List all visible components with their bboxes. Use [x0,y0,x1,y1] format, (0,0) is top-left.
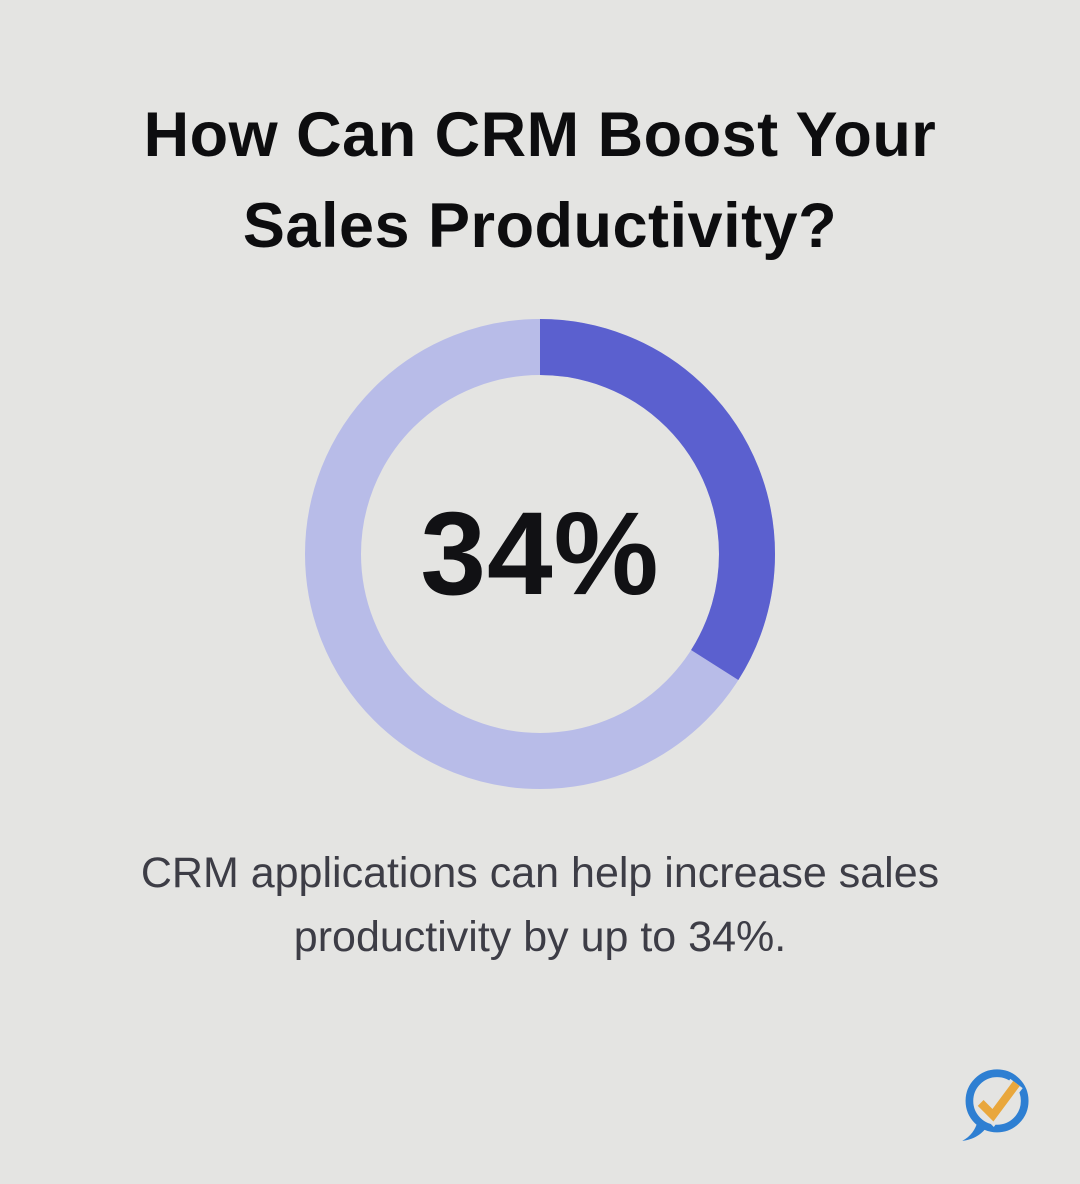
donut-arc-filled [305,318,775,789]
caption-text: CRM applications can help increase sales… [140,848,940,962]
brand-logo [952,1062,1038,1148]
donut-chart-svg [305,318,775,789]
speech-bubble-check-icon [962,1069,1029,1141]
checkmark-icon [977,1081,1020,1122]
donut-chart: 34% [305,318,775,789]
page-title: How Can CRM Boost Your Sales Productivit… [143,100,937,262]
donut-center-value: 34% [420,487,660,620]
speech-bubble-circle [965,1069,1029,1133]
